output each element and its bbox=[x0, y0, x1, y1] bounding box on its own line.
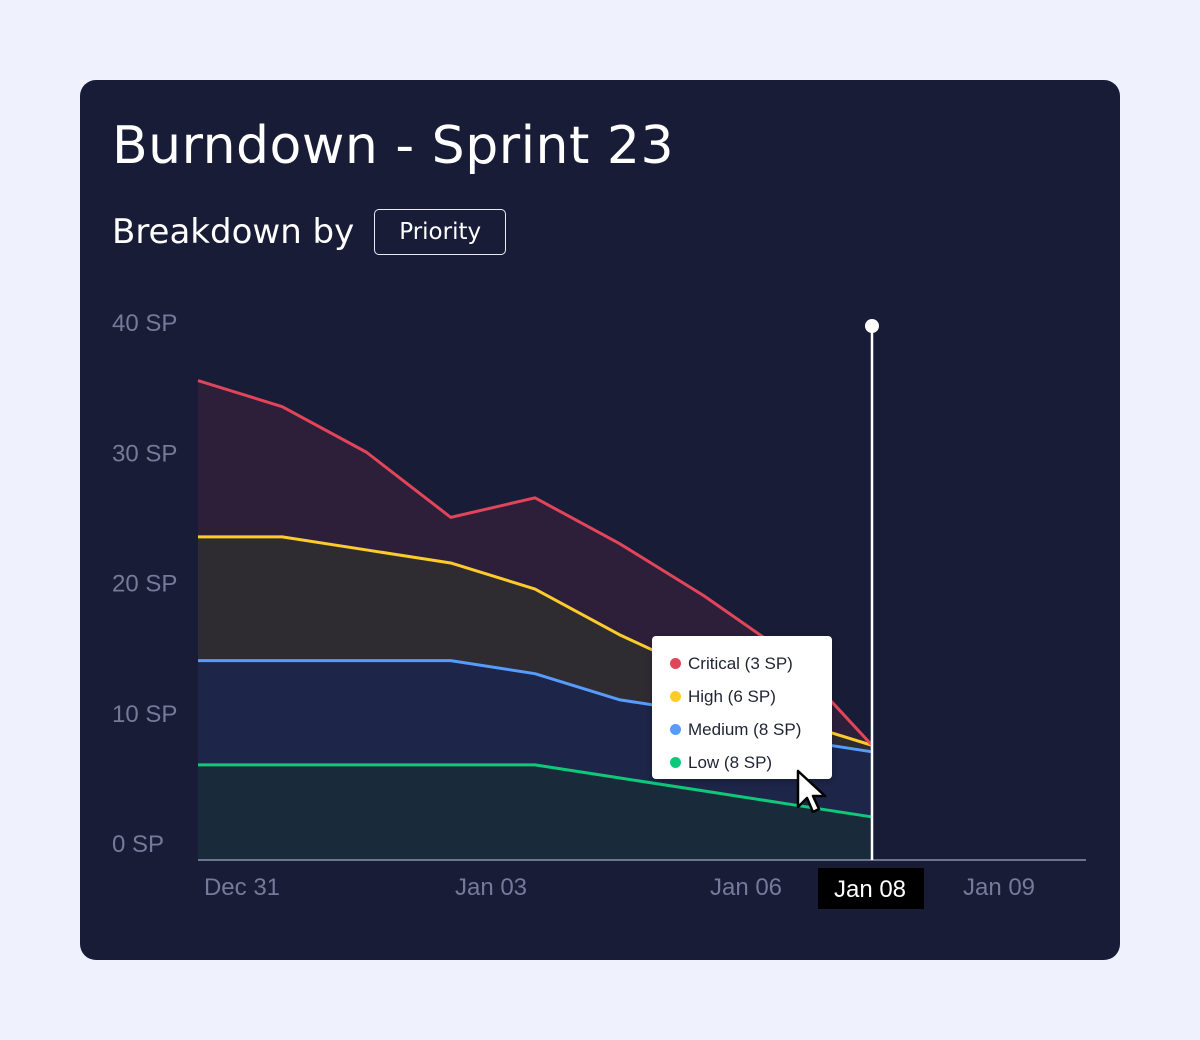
x-tick-label: Jan 06 bbox=[710, 874, 782, 901]
line-critical bbox=[197, 379, 874, 747]
priority-breakdown-button[interactable]: Priority bbox=[374, 209, 507, 255]
burndown-card: Burndown - Sprint 23 Breakdown by Priori… bbox=[80, 80, 1120, 960]
tooltip-row-high: High (6 SP) bbox=[670, 680, 832, 713]
tooltip-text: Low (8 SP) bbox=[688, 752, 773, 772]
area-low bbox=[198, 764, 872, 860]
y-tick-label: 30 SP bbox=[112, 440, 177, 467]
y-axis-ticks: 0 SP 10 SP 20 SP 30 SP 40 SP bbox=[112, 310, 177, 858]
x-axis-ticks: Dec 31 Jan 03 Jan 06 Jan 08 Jan 09 bbox=[204, 868, 1035, 909]
y-tick-label: 10 SP bbox=[112, 701, 177, 728]
y-tick-label: 20 SP bbox=[112, 571, 177, 598]
tooltip-dot bbox=[670, 658, 681, 669]
tooltip-dot bbox=[670, 757, 681, 768]
y-tick-label: 0 SP bbox=[112, 831, 164, 858]
chart-title: Burndown - Sprint 23 bbox=[112, 116, 675, 176]
crosshair-handle[interactable] bbox=[865, 319, 879, 333]
x-tick-label-active: Jan 08 bbox=[834, 876, 906, 903]
crosshair[interactable] bbox=[865, 319, 879, 860]
x-tick-active-bg bbox=[818, 868, 924, 909]
tooltip-dot bbox=[670, 691, 681, 702]
breakdown-row: Breakdown by Priority bbox=[112, 208, 507, 256]
tooltip-text: Medium (8 SP) bbox=[688, 719, 802, 739]
breakdown-label: Breakdown by bbox=[112, 212, 355, 252]
line-low bbox=[198, 763, 873, 819]
y-tick-label: 40 SP bbox=[112, 310, 177, 337]
mouse-pointer-icon bbox=[796, 769, 827, 814]
tooltip-dot bbox=[670, 724, 681, 735]
tooltip-text: High (6 SP) bbox=[688, 686, 776, 706]
x-tick-label: Jan 03 bbox=[455, 874, 527, 901]
tooltip-row-medium: Medium (8 SP) bbox=[670, 713, 832, 746]
x-tick-label: Dec 31 bbox=[204, 874, 280, 901]
burndown-chart[interactable]: 0 SP 10 SP 20 SP 30 SP 40 SP Dec 31 Jan 03 Jan… bbox=[80, 80, 1120, 960]
tooltip: Critical (3 SP) High (6 SP) Medium (8 SP) L… bbox=[652, 636, 832, 779]
tooltip-row-critical: Critical (3 SP) bbox=[670, 647, 832, 680]
x-tick-label: Jan 09 bbox=[963, 874, 1035, 901]
tooltip-text: Critical (3 SP) bbox=[688, 653, 793, 673]
series-areas bbox=[198, 380, 872, 860]
tooltip-row-low: Low (8 SP) bbox=[670, 746, 832, 779]
